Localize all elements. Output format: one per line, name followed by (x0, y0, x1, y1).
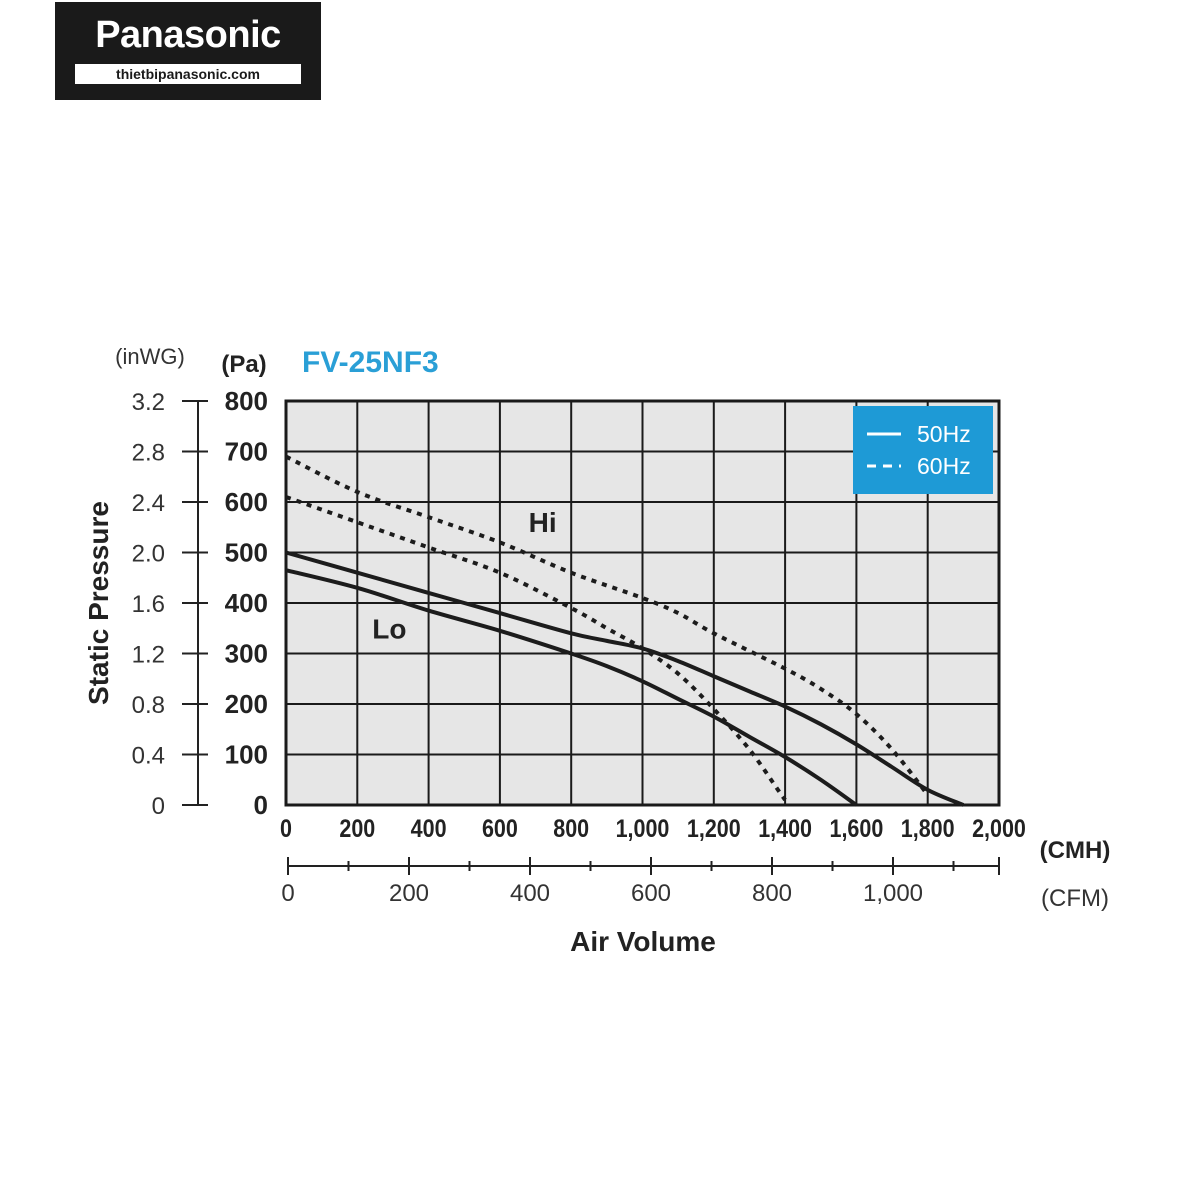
curve-hi-60hz (285, 454, 930, 797)
cfm-tick-label: 1,000 (863, 880, 923, 907)
y-tick-label-pa: 500 (225, 538, 268, 568)
y-tick-label-inwg: 2.8 (132, 440, 165, 467)
y-tick-label-pa: 400 (225, 588, 268, 618)
brand-website: thietbipanasonic.com (75, 64, 301, 84)
plot-frame (284, 399, 1001, 807)
cfm-tick-label: 200 (389, 880, 429, 907)
y-tick-label-inwg: 0.8 (132, 692, 165, 719)
y-tick-label-inwg: 1.2 (132, 642, 165, 669)
curve-label-hi: Hi (529, 507, 557, 538)
curve-label-lo: Lo (372, 613, 406, 644)
y-tick-label-pa: 200 (225, 689, 268, 719)
cfm-tick-label: 800 (752, 880, 792, 907)
chart-title: FV-25NF3 (302, 346, 439, 379)
y-tick-label-pa: 700 (225, 437, 268, 467)
x-tick-label-cmh: 200 (339, 814, 375, 842)
y-tick-label-pa: 800 (225, 386, 268, 416)
cfm-tick-label: 400 (510, 880, 550, 907)
x-tick-label-cmh: 1,200 (687, 814, 741, 842)
y-tick-label-pa: 100 (225, 740, 268, 770)
cfm-tick-label: 600 (631, 880, 671, 907)
y-unit-inwg: (inWG) (115, 344, 185, 369)
x-tick-label-cmh: 600 (482, 814, 518, 842)
x-tick-label-cmh: 1,400 (758, 814, 812, 842)
curve-hi-50hz (285, 550, 965, 807)
x-unit-cfm: (CFM) (1041, 885, 1109, 912)
y-tick-label-inwg: 1.6 (132, 591, 165, 618)
y-tick-label-inwg: 0 (152, 793, 165, 820)
panasonic-logo: Panasonic thietbipanasonic.com (55, 2, 321, 100)
y-tick-label-inwg: 0.4 (132, 743, 165, 770)
x-tick-label-cmh: 800 (553, 814, 589, 842)
y-tick-label-pa: 0 (254, 790, 268, 820)
x-tick-label-cmh: 1,000 (616, 814, 670, 842)
legend-label: 50Hz (917, 421, 971, 447)
cfm-tick-label: 0 (281, 880, 294, 907)
y-tick-label-inwg: 2.0 (132, 541, 165, 568)
legend-label: 60Hz (917, 453, 971, 479)
x-tick-label-cmh: 1,600 (830, 814, 884, 842)
y-unit-pa: (Pa) (221, 351, 266, 378)
x-unit-cmh: (CMH) (1040, 837, 1111, 864)
x-tick-label-cmh: 2,000 (972, 814, 1026, 842)
x-tick-label-cmh: 0 (280, 814, 292, 842)
x-tick-label-cmh: 400 (411, 814, 447, 842)
x-axis-label: Air Volume (570, 926, 716, 957)
curve-lo-60hz (285, 495, 787, 802)
y-tick-label-pa: 600 (225, 487, 268, 517)
y-tick-label-pa: 300 (225, 639, 268, 669)
x-tick-label-cmh: 1,800 (901, 814, 955, 842)
y-tick-label-inwg: 2.4 (132, 490, 165, 517)
y-axis-label: Static Pressure (83, 501, 114, 705)
y-tick-label-inwg: 3.2 (132, 389, 165, 416)
curve-lo-50hz (285, 568, 858, 807)
legend-box (853, 406, 993, 494)
brand-name: Panasonic (95, 14, 281, 56)
